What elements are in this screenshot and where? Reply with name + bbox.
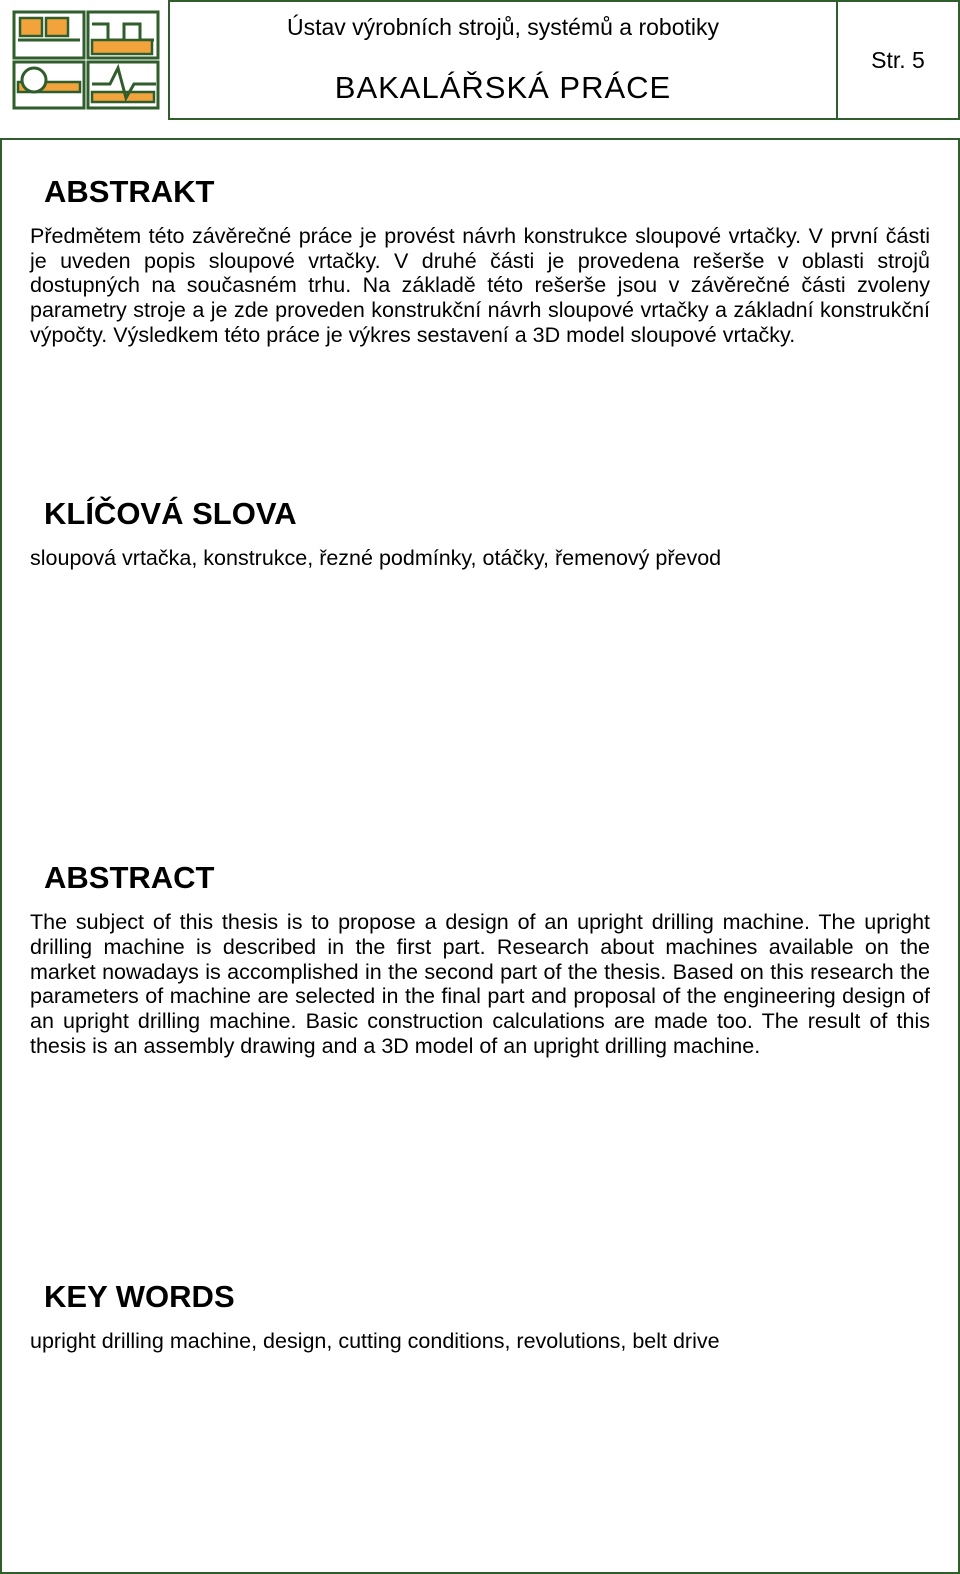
body-abstrakt: Předmětem této závěrečné práce je provés… [30, 224, 930, 348]
header-row: Ústav výrobních strojů, systémů a roboti… [0, 0, 960, 120]
heading-abstract-en: ABSTRACT [44, 860, 930, 896]
heading-keywords: KEY WORDS [44, 1279, 930, 1315]
page: Ústav výrobních strojů, systémů a roboti… [0, 0, 960, 1574]
content-box: ABSTRAKT Předmětem této závěrečné práce … [0, 138, 960, 1574]
heading-abstrakt: ABSTRAKT [44, 174, 930, 210]
page-number-box: Str. 5 [838, 0, 960, 120]
body-keywords: upright drilling machine, design, cuttin… [30, 1329, 930, 1354]
institution-logo-icon [12, 10, 160, 110]
header-title-box: Ústav výrobních strojů, systémů a roboti… [168, 0, 838, 120]
document-type: BAKALÁŘSKÁ PRÁCE [170, 70, 836, 110]
body-abstract-en: The subject of this thesis is to propose… [30, 910, 930, 1058]
body-klicova-slova: sloupová vrtačka, konstrukce, řezné podm… [30, 546, 930, 571]
heading-klicova-slova: KLÍČOVÁ SLOVA [44, 496, 930, 532]
page-number: Str. 5 [871, 47, 925, 74]
logo-box [0, 0, 168, 120]
spacer [30, 570, 930, 860]
spacer [30, 1059, 930, 1279]
spacer [30, 348, 930, 496]
institution-name: Ústav výrobních strojů, systémů a roboti… [170, 14, 836, 41]
